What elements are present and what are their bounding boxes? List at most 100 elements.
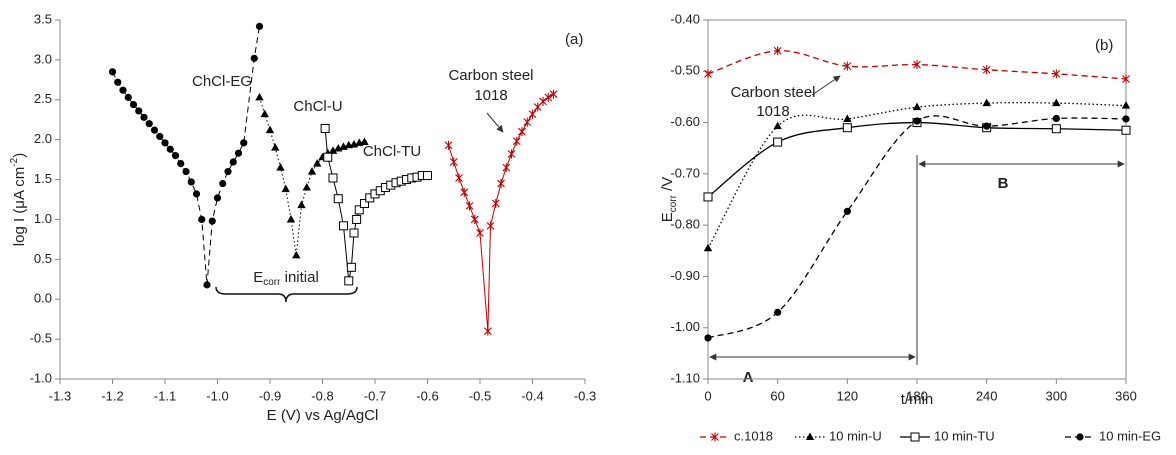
marker	[704, 334, 712, 342]
marker	[518, 127, 526, 137]
y-tick-label: -0.60	[670, 114, 700, 129]
marker	[313, 159, 322, 167]
marker	[108, 68, 117, 76]
subscript: corr	[263, 277, 281, 288]
marker	[805, 432, 815, 440]
series-annotation: ChCl-EG	[192, 73, 252, 90]
marker	[983, 122, 991, 130]
marker	[773, 121, 782, 130]
marker	[528, 109, 537, 119]
marker	[1052, 69, 1061, 79]
series-line	[259, 97, 365, 256]
marker	[328, 173, 338, 183]
marker	[483, 326, 492, 336]
marker	[307, 167, 317, 175]
marker	[913, 117, 921, 125]
marker	[711, 432, 719, 442]
text-part: E	[253, 269, 263, 286]
x-tick-label: -1.3	[49, 388, 71, 403]
marker	[203, 281, 211, 289]
x-tick-label: 60	[770, 388, 784, 403]
marker	[486, 221, 495, 231]
ecorr-annotation: Ecorr initial	[253, 269, 319, 288]
marker	[502, 163, 511, 173]
x-tick-label: -0.7	[364, 388, 386, 403]
marker	[320, 123, 330, 133]
marker	[302, 183, 311, 191]
marker	[260, 109, 269, 118]
marker	[1122, 115, 1130, 123]
marker	[281, 184, 290, 193]
marker	[114, 78, 122, 86]
marker	[1052, 98, 1061, 107]
text-part: E	[659, 212, 676, 222]
x-tick-label: 120	[836, 388, 858, 403]
y-tick-label: 2.0	[34, 131, 52, 146]
y-tick-label: -0.90	[670, 268, 700, 283]
series-annotation: ChCl-TU	[363, 143, 421, 160]
marker	[250, 54, 258, 62]
marker	[704, 69, 712, 79]
marker	[497, 179, 505, 189]
marker	[352, 214, 362, 224]
marker	[271, 143, 280, 151]
marker	[124, 93, 132, 101]
y-axis-title: Ecorr /V	[659, 177, 679, 223]
marker	[910, 432, 920, 442]
x-tick-label: 180	[906, 388, 928, 403]
legend-label: c.1018	[734, 428, 773, 443]
x-tick-label: -0.4	[521, 388, 543, 403]
x-tick-label: -0.3	[574, 388, 596, 403]
y-tick-label: -1.10	[670, 370, 700, 385]
marker	[255, 92, 264, 101]
y-tick-label: 0.0	[34, 291, 52, 306]
marker	[843, 61, 852, 71]
marker	[292, 250, 301, 259]
series-annotation: ChCl-U	[293, 98, 342, 115]
marker	[166, 145, 174, 153]
y-tick-label: -1.0	[30, 370, 52, 385]
marker	[843, 207, 851, 215]
annotation-arrow	[811, 75, 841, 96]
marker	[982, 98, 991, 107]
marker	[1121, 125, 1131, 135]
marker	[843, 114, 852, 122]
marker	[360, 198, 369, 208]
marker	[444, 140, 453, 150]
y-axis-title: log I (μA cm-2)	[9, 153, 28, 246]
marker	[171, 152, 180, 160]
y-tick-label: 3.5	[34, 11, 52, 26]
legend-label: 10 min-U	[829, 428, 882, 443]
marker	[333, 194, 343, 204]
marker	[328, 146, 338, 154]
text-part: initial	[280, 269, 318, 286]
marker	[460, 187, 469, 197]
x-tick-label: -1.1	[154, 388, 176, 403]
marker	[219, 179, 227, 188]
marker	[187, 178, 195, 186]
marker	[129, 100, 138, 109]
marker	[449, 157, 458, 167]
marker	[156, 132, 164, 141]
y-tick-label: 1.0	[34, 211, 52, 226]
x-tick-label: -0.9	[259, 388, 281, 403]
y-tick-label: -0.80	[670, 217, 700, 232]
text-part: log I (μA cm	[11, 167, 28, 247]
marker	[213, 194, 222, 202]
marker	[234, 149, 243, 157]
marker	[491, 198, 500, 208]
marker	[703, 243, 713, 252]
marker	[297, 200, 306, 209]
marker	[339, 221, 348, 231]
x-axis-title: E (V) vs Ag/AgCl	[267, 407, 379, 424]
callout: Carbon steel	[730, 84, 815, 101]
marker	[346, 262, 356, 272]
x-tick-label: -0.5	[469, 388, 491, 403]
marker	[255, 22, 264, 30]
marker	[544, 92, 553, 102]
marker	[360, 137, 369, 146]
marker	[549, 89, 558, 99]
marker	[1052, 114, 1060, 123]
marker	[476, 228, 484, 238]
marker	[773, 137, 783, 147]
